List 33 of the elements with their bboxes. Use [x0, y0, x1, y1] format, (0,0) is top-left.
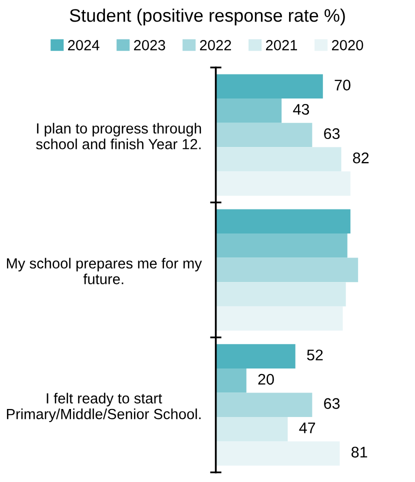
legend-label: 2023	[134, 40, 166, 50]
legend-label: 2021	[266, 40, 298, 50]
bar	[216, 74, 323, 99]
data-label: 63	[324, 398, 340, 409]
bar	[216, 122, 312, 148]
bar	[216, 258, 358, 282]
data-label: 20	[258, 374, 274, 385]
data-label: 82	[353, 152, 369, 164]
legend-label: 2020	[332, 40, 364, 50]
bar	[216, 306, 343, 331]
legend-label: 2022	[200, 40, 232, 50]
data-label: 52	[307, 350, 323, 360]
data-label: 47	[299, 422, 316, 434]
bar	[216, 441, 340, 466]
bar	[216, 233, 348, 258]
bar	[216, 417, 288, 442]
bar	[216, 209, 350, 234]
data-label: 63	[324, 128, 340, 140]
chart-title: Student (positive response rate %)	[70, 8, 345, 26]
bar	[216, 98, 282, 123]
bar	[216, 392, 312, 418]
y-tick-label: My school prepares me for my future.	[6, 258, 202, 284]
data-label: 70	[334, 80, 350, 90]
bar	[216, 344, 296, 368]
bar	[216, 368, 246, 393]
data-label: 43	[293, 104, 310, 115]
bar	[216, 171, 350, 196]
data-label: 81	[352, 446, 368, 458]
y-tick-label: I felt ready to start Primary/Middle/Senior School.	[6, 392, 201, 422]
y-tick-label: I plan to progress through school and finish Year 12.	[36, 122, 201, 150]
legend-label: 2024	[68, 40, 100, 50]
bar	[216, 147, 342, 172]
bar	[216, 282, 346, 306]
